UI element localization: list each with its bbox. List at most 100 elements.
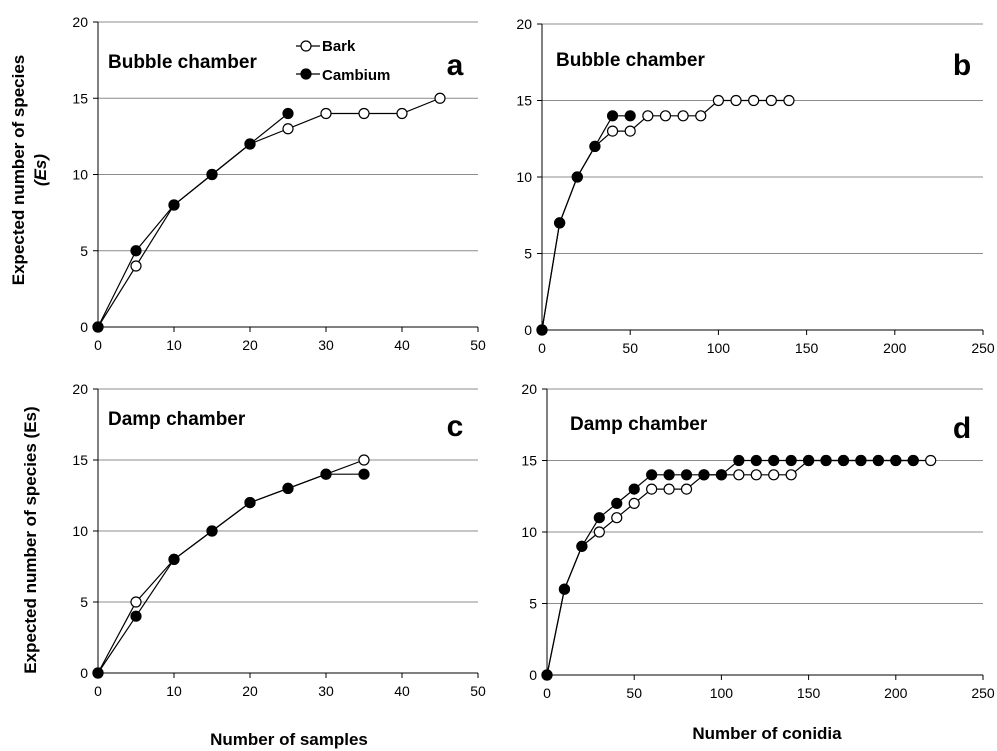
legend-cambium-label: Cambium	[322, 67, 390, 84]
y-tick-label: 10	[72, 523, 88, 539]
point-bark	[730, 94, 742, 107]
x-axis-label-right: Number of conidia	[692, 724, 842, 743]
panel-a: 0 5 10 15 20 0 10 20 30 40 50 Bubble chamber a	[72, 14, 486, 353]
series-line-bark	[546, 459, 931, 676]
legend-cambium-marker	[300, 68, 312, 80]
x-tick-label: 150	[797, 685, 821, 701]
point-bark	[765, 94, 777, 107]
series-line-bark	[97, 97, 441, 328]
point-bark	[358, 107, 370, 120]
point-cambium	[680, 469, 693, 481]
point-bark	[680, 483, 693, 495]
series-line-cambium	[546, 459, 914, 676]
x-tick-label: 150	[795, 340, 819, 356]
point-bark	[606, 125, 619, 137]
point-bark	[783, 94, 795, 107]
y-tick-label: 10	[521, 524, 537, 540]
y-tick-label: 15	[516, 93, 532, 109]
panel-title: Bubble chamber	[556, 50, 705, 71]
y-tick-label: 5	[529, 596, 537, 612]
y-axis-label-top-line1: Expected number of species	[9, 55, 28, 286]
x-tick-label: 40	[394, 337, 410, 353]
point-cambium	[558, 583, 571, 595]
point-cambium	[130, 610, 142, 622]
x-axis-label-left: Number of samples	[210, 730, 368, 749]
point-cambium	[646, 469, 658, 481]
legend: Bark Cambium	[296, 38, 390, 84]
y-tick-label: 0	[80, 665, 88, 681]
point-bark	[642, 110, 654, 122]
panel-title: Damp chamber	[108, 409, 246, 430]
point-cambium	[663, 469, 675, 481]
point-bark	[659, 110, 672, 122]
y-tick-label: 15	[72, 452, 88, 468]
point-bark	[282, 123, 294, 135]
x-tick-label: 50	[470, 337, 486, 353]
point-bark	[130, 596, 142, 608]
series-line-cambium	[97, 473, 364, 674]
y-tick-label: 5	[80, 243, 88, 259]
point-bark	[434, 92, 446, 104]
y-tick-label: 20	[72, 14, 88, 30]
legend-bark-label: Bark	[322, 38, 356, 55]
point-cambium	[907, 454, 919, 467]
point-cambium	[320, 468, 332, 480]
point-cambium	[611, 497, 623, 509]
panel-title: Damp chamber	[570, 414, 708, 435]
point-cambium	[554, 217, 566, 229]
x-tick-label: 250	[971, 340, 995, 356]
y-tick-label: 5	[80, 594, 88, 610]
point-cambium	[593, 512, 605, 524]
point-bark	[695, 110, 707, 122]
point-cambium	[855, 454, 867, 467]
x-tick-label: 40	[394, 683, 410, 699]
point-cambium	[606, 110, 619, 122]
x-tick-label: 0	[94, 683, 102, 699]
y-tick-label: 20	[521, 381, 537, 397]
point-bark	[320, 107, 332, 120]
panel-letter: a	[447, 49, 464, 82]
panel-letter: b	[953, 49, 971, 82]
y-tick-label: 0	[529, 667, 537, 683]
x-tick-label: 200	[884, 685, 908, 701]
point-cambium	[698, 469, 710, 481]
panel-letter: c	[447, 410, 464, 443]
point-cambium	[541, 669, 553, 681]
y-tick-label: 20	[72, 381, 88, 397]
point-cambium	[244, 497, 256, 509]
point-bark	[663, 483, 675, 495]
y-tick-label: 0	[524, 322, 532, 338]
point-bark	[785, 469, 797, 481]
point-cambium	[282, 482, 294, 494]
x-tick-label: 10	[166, 683, 182, 699]
panel-title: Bubble chamber	[108, 52, 257, 73]
x-tick-label: 20	[242, 683, 258, 699]
y-tick-label: 15	[521, 453, 537, 469]
point-cambium	[168, 553, 180, 566]
point-bark	[624, 125, 636, 137]
point-cambium	[628, 483, 640, 495]
point-cambium	[733, 454, 745, 467]
point-cambium	[624, 110, 636, 122]
series-line-cambium	[97, 113, 289, 328]
point-bark	[712, 94, 725, 107]
point-bark	[628, 497, 640, 509]
point-bark	[611, 512, 623, 524]
point-bark	[593, 526, 605, 538]
y-tick-label: 10	[516, 169, 532, 185]
point-cambium	[571, 171, 583, 183]
x-tick-label: 250	[971, 685, 995, 701]
point-bark	[925, 454, 937, 467]
point-cambium	[92, 321, 104, 333]
x-tick-label: 0	[94, 337, 102, 353]
panel-c: 0 5 10 15 20 0 10 20 30 40 50 Damp chamber c	[72, 381, 486, 699]
y-tick-label: 5	[524, 246, 532, 262]
point-bark	[748, 94, 760, 107]
x-tick-label: 0	[543, 685, 551, 701]
point-cambium	[282, 107, 294, 120]
x-tick-label: 30	[318, 683, 334, 699]
point-bark	[768, 469, 780, 481]
